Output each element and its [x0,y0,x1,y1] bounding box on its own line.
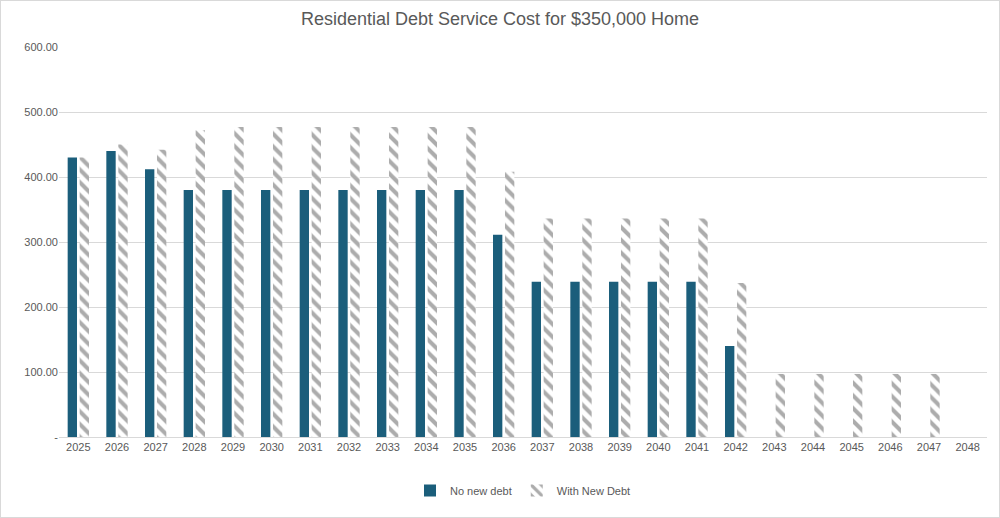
svg-text:200.00: 200.00 [24,301,58,313]
svg-text:No new debt: No new debt [450,485,512,497]
svg-text:2047: 2047 [917,441,941,453]
svg-text:2025: 2025 [66,441,90,453]
svg-text:2045: 2045 [839,441,863,453]
svg-text:600.00: 600.00 [24,41,58,53]
svg-text:Residential Debt Service Cost: Residential Debt Service Cost for $350,0… [301,9,699,29]
svg-text:2043: 2043 [762,441,786,453]
svg-text:2048: 2048 [955,441,979,453]
svg-text:2039: 2039 [607,441,631,453]
svg-text:400.00: 400.00 [24,171,58,183]
svg-text:2032: 2032 [337,441,361,453]
svg-text:300.00: 300.00 [24,236,58,248]
svg-text:100.00: 100.00 [24,366,58,378]
svg-text:2031: 2031 [298,441,322,453]
svg-text:2034: 2034 [414,441,438,453]
svg-text:2041: 2041 [685,441,709,453]
svg-text:2027: 2027 [143,441,167,453]
svg-text:2030: 2030 [259,441,283,453]
svg-text:2037: 2037 [530,441,554,453]
svg-text:2028: 2028 [182,441,206,453]
svg-text:500.00: 500.00 [24,106,58,118]
svg-text:2044: 2044 [801,441,825,453]
svg-text:2026: 2026 [105,441,129,453]
svg-text:2046: 2046 [878,441,902,453]
svg-text:2035: 2035 [453,441,477,453]
svg-text:With New Debt: With New Debt [557,485,630,497]
svg-text:2033: 2033 [375,441,399,453]
svg-text:-: - [54,431,58,443]
svg-text:2036: 2036 [491,441,515,453]
svg-text:2038: 2038 [569,441,593,453]
svg-text:2042: 2042 [723,441,747,453]
svg-text:2029: 2029 [221,441,245,453]
svg-text:2040: 2040 [646,441,670,453]
